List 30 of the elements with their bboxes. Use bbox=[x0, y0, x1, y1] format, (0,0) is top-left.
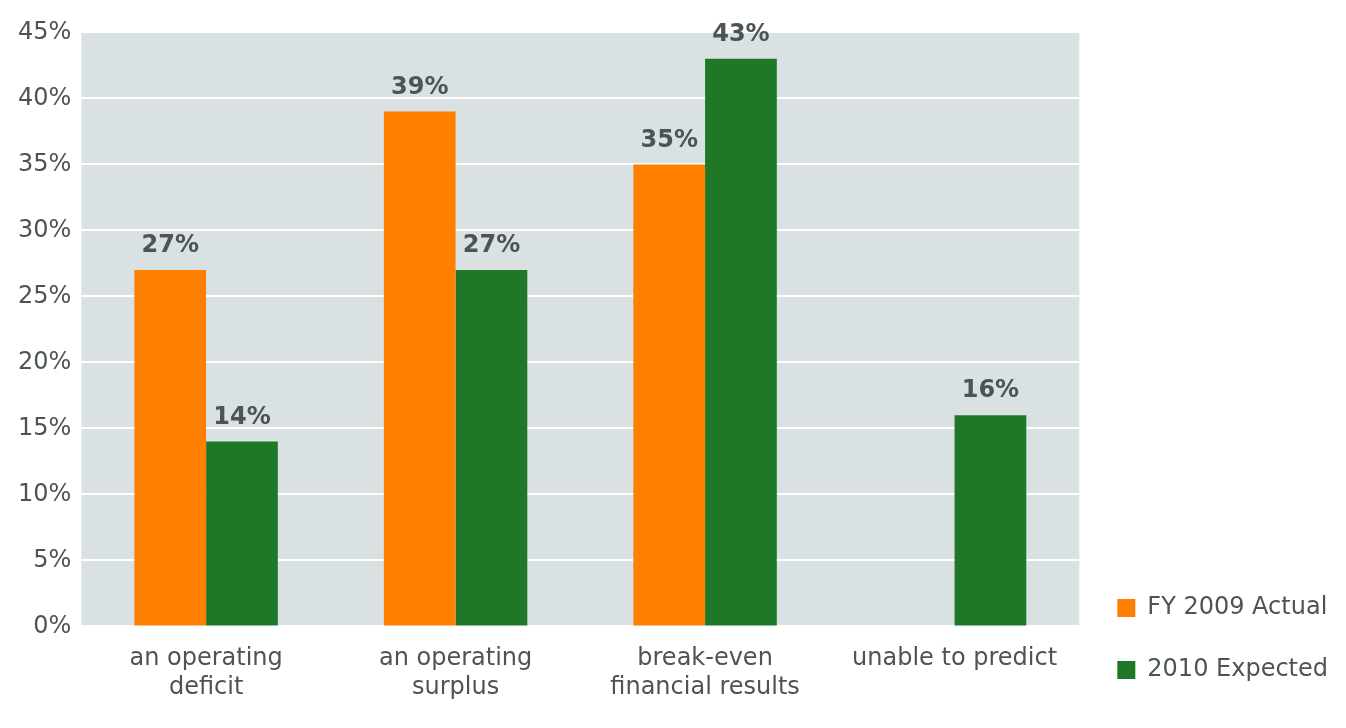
bar bbox=[954, 415, 1027, 626]
x-tick-label: an operating deficit bbox=[129, 643, 283, 700]
x-tick-label: unable to predict bbox=[852, 643, 1058, 672]
y-tick-label: 0% bbox=[33, 610, 72, 639]
data-label: 35% bbox=[640, 124, 698, 153]
data-label: 27% bbox=[141, 230, 199, 259]
y-tick-label: 5% bbox=[33, 544, 72, 573]
data-label: 39% bbox=[390, 71, 449, 100]
y-tick-label: 20% bbox=[18, 346, 72, 375]
data-label: 43% bbox=[712, 19, 770, 48]
bar bbox=[206, 441, 278, 626]
bar bbox=[134, 270, 207, 626]
y-tick-label: 25% bbox=[18, 280, 72, 309]
legend-label: 2010 Expected bbox=[1147, 654, 1329, 683]
x-tick-label: break-even financial results bbox=[610, 643, 800, 700]
data-label: 14% bbox=[213, 401, 271, 430]
y-tick-label: 30% bbox=[18, 214, 72, 243]
y-tick-label: 15% bbox=[18, 412, 72, 441]
x-tick-label: an operating surplus bbox=[378, 643, 533, 700]
data-label: 16% bbox=[961, 375, 1020, 404]
y-tick-label: 45% bbox=[18, 16, 72, 45]
y-tick-label: 40% bbox=[18, 82, 72, 111]
y-tick-label: 35% bbox=[18, 148, 72, 177]
bar bbox=[383, 111, 456, 626]
legend-label: FY 2009 Actual bbox=[1147, 592, 1328, 621]
bar bbox=[633, 164, 706, 626]
y-tick-label: 10% bbox=[18, 478, 72, 507]
bar bbox=[705, 58, 777, 626]
bar bbox=[455, 270, 528, 626]
data-label: 27% bbox=[462, 230, 521, 259]
